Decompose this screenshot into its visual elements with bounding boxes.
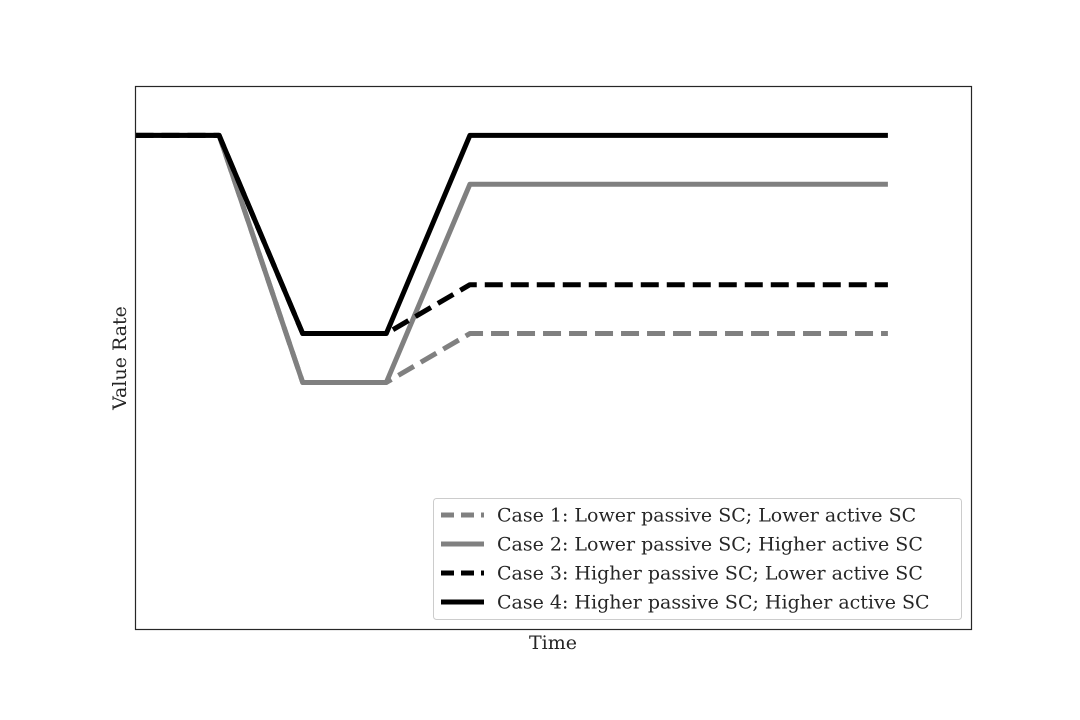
x-axis-label: Time (529, 632, 577, 654)
series-layer (136, 135, 888, 382)
legend-label-case-1: Case 1: Lower passive SC; Lower active S… (497, 505, 916, 527)
legend-label-case-2: Case 2: Lower passive SC; Higher active … (497, 534, 923, 556)
y-axis-label: Value Rate (109, 306, 131, 411)
legend-label-case-3: Case 3: Higher passive SC; Lower active … (497, 563, 923, 585)
series-line-case-2 (136, 135, 888, 382)
series-line-case-4 (136, 135, 888, 333)
legend: Case 1: Lower passive SC; Lower active S… (434, 499, 962, 620)
series-line-case-1 (136, 135, 888, 382)
series-line-case-3 (136, 135, 888, 333)
legend-label-case-4: Case 4: Higher passive SC; Higher active… (497, 592, 930, 614)
